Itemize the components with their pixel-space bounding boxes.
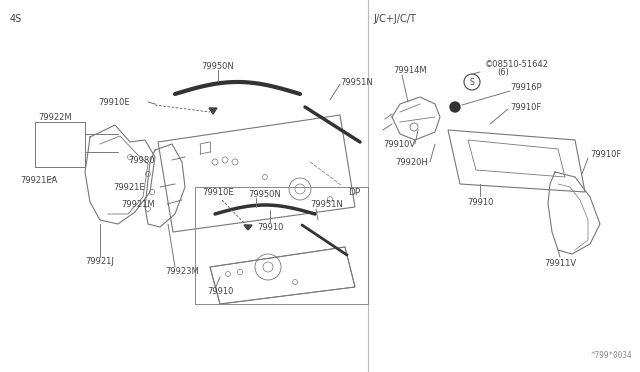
Text: 4S: 4S [10,14,22,24]
Text: 79921EA: 79921EA [20,176,58,185]
Text: (6): (6) [497,67,509,77]
Text: 79916P: 79916P [510,83,541,92]
Text: 79921E: 79921E [113,183,145,192]
Text: 79923M: 79923M [165,267,199,276]
Text: 79950N: 79950N [202,61,234,71]
Text: 79980: 79980 [129,155,155,164]
Text: ©08510-51642: ©08510-51642 [485,60,549,68]
Text: 79951N: 79951N [340,77,372,87]
Text: 79920H: 79920H [395,157,428,167]
Text: 79922M: 79922M [38,112,72,122]
Text: S: S [470,77,474,87]
Text: 79914M: 79914M [393,65,427,74]
Text: 79910V: 79910V [383,140,415,148]
Circle shape [450,102,460,112]
Text: 79951N: 79951N [310,199,343,208]
Text: 79911V: 79911V [544,260,576,269]
Text: 79910E: 79910E [99,97,130,106]
Text: 79950N: 79950N [248,189,281,199]
Text: ^799*0034: ^799*0034 [590,351,632,360]
Text: 79910: 79910 [257,222,283,231]
Polygon shape [209,108,217,114]
Polygon shape [244,225,252,230]
Text: 79910: 79910 [207,288,234,296]
Text: 79910F: 79910F [510,103,541,112]
Text: 79921J: 79921J [85,257,114,266]
Text: 79910F: 79910F [590,150,621,158]
Text: 79910E: 79910E [202,187,234,196]
Text: 79921M: 79921M [122,199,155,208]
Text: DP: DP [348,187,360,196]
Text: 79910: 79910 [467,198,493,206]
Text: J/C+J/C/T: J/C+J/C/T [373,14,416,24]
